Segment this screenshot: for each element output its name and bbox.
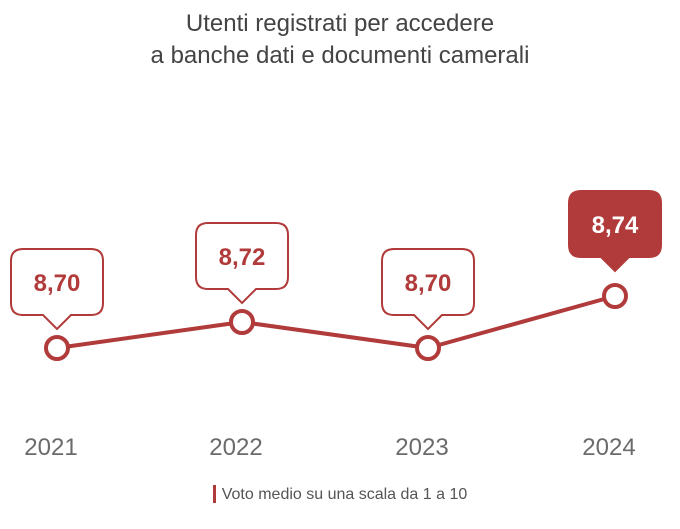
x-tick-2023: 2023	[395, 434, 448, 461]
data-label-2021: 8,70	[34, 270, 81, 297]
data-point-2023	[415, 335, 441, 361]
chart-title-line-2: a banche dati e documenti camerali	[150, 42, 530, 69]
data-point-2022	[229, 309, 255, 335]
chart-title-line-1: Utenti registrati per accedere	[185, 10, 495, 37]
legend-label: Voto medio su una scala da 1 a 10	[221, 486, 468, 503]
legend-swatch	[212, 485, 216, 503]
callout-2021	[10, 248, 104, 331]
callout-2022	[195, 222, 289, 305]
callout-2023	[381, 248, 475, 331]
callout-2024	[568, 190, 662, 273]
x-tick-2024: 2024	[582, 434, 635, 461]
data-point-2024	[602, 283, 628, 309]
data-label-2023: 8,70	[405, 270, 452, 297]
legend: Voto medio su una scala da 1 a 10	[0, 485, 680, 504]
data-label-2024: 8,74	[592, 212, 639, 239]
x-tick-2022: 2022	[209, 434, 262, 461]
chart-title: Utenti registrati per accedere a banche …	[0, 8, 680, 72]
series-line	[56, 294, 616, 350]
data-label-2022: 8,72	[219, 244, 266, 271]
x-tick-2021: 2021	[24, 434, 77, 461]
data-point-2021	[44, 335, 70, 361]
